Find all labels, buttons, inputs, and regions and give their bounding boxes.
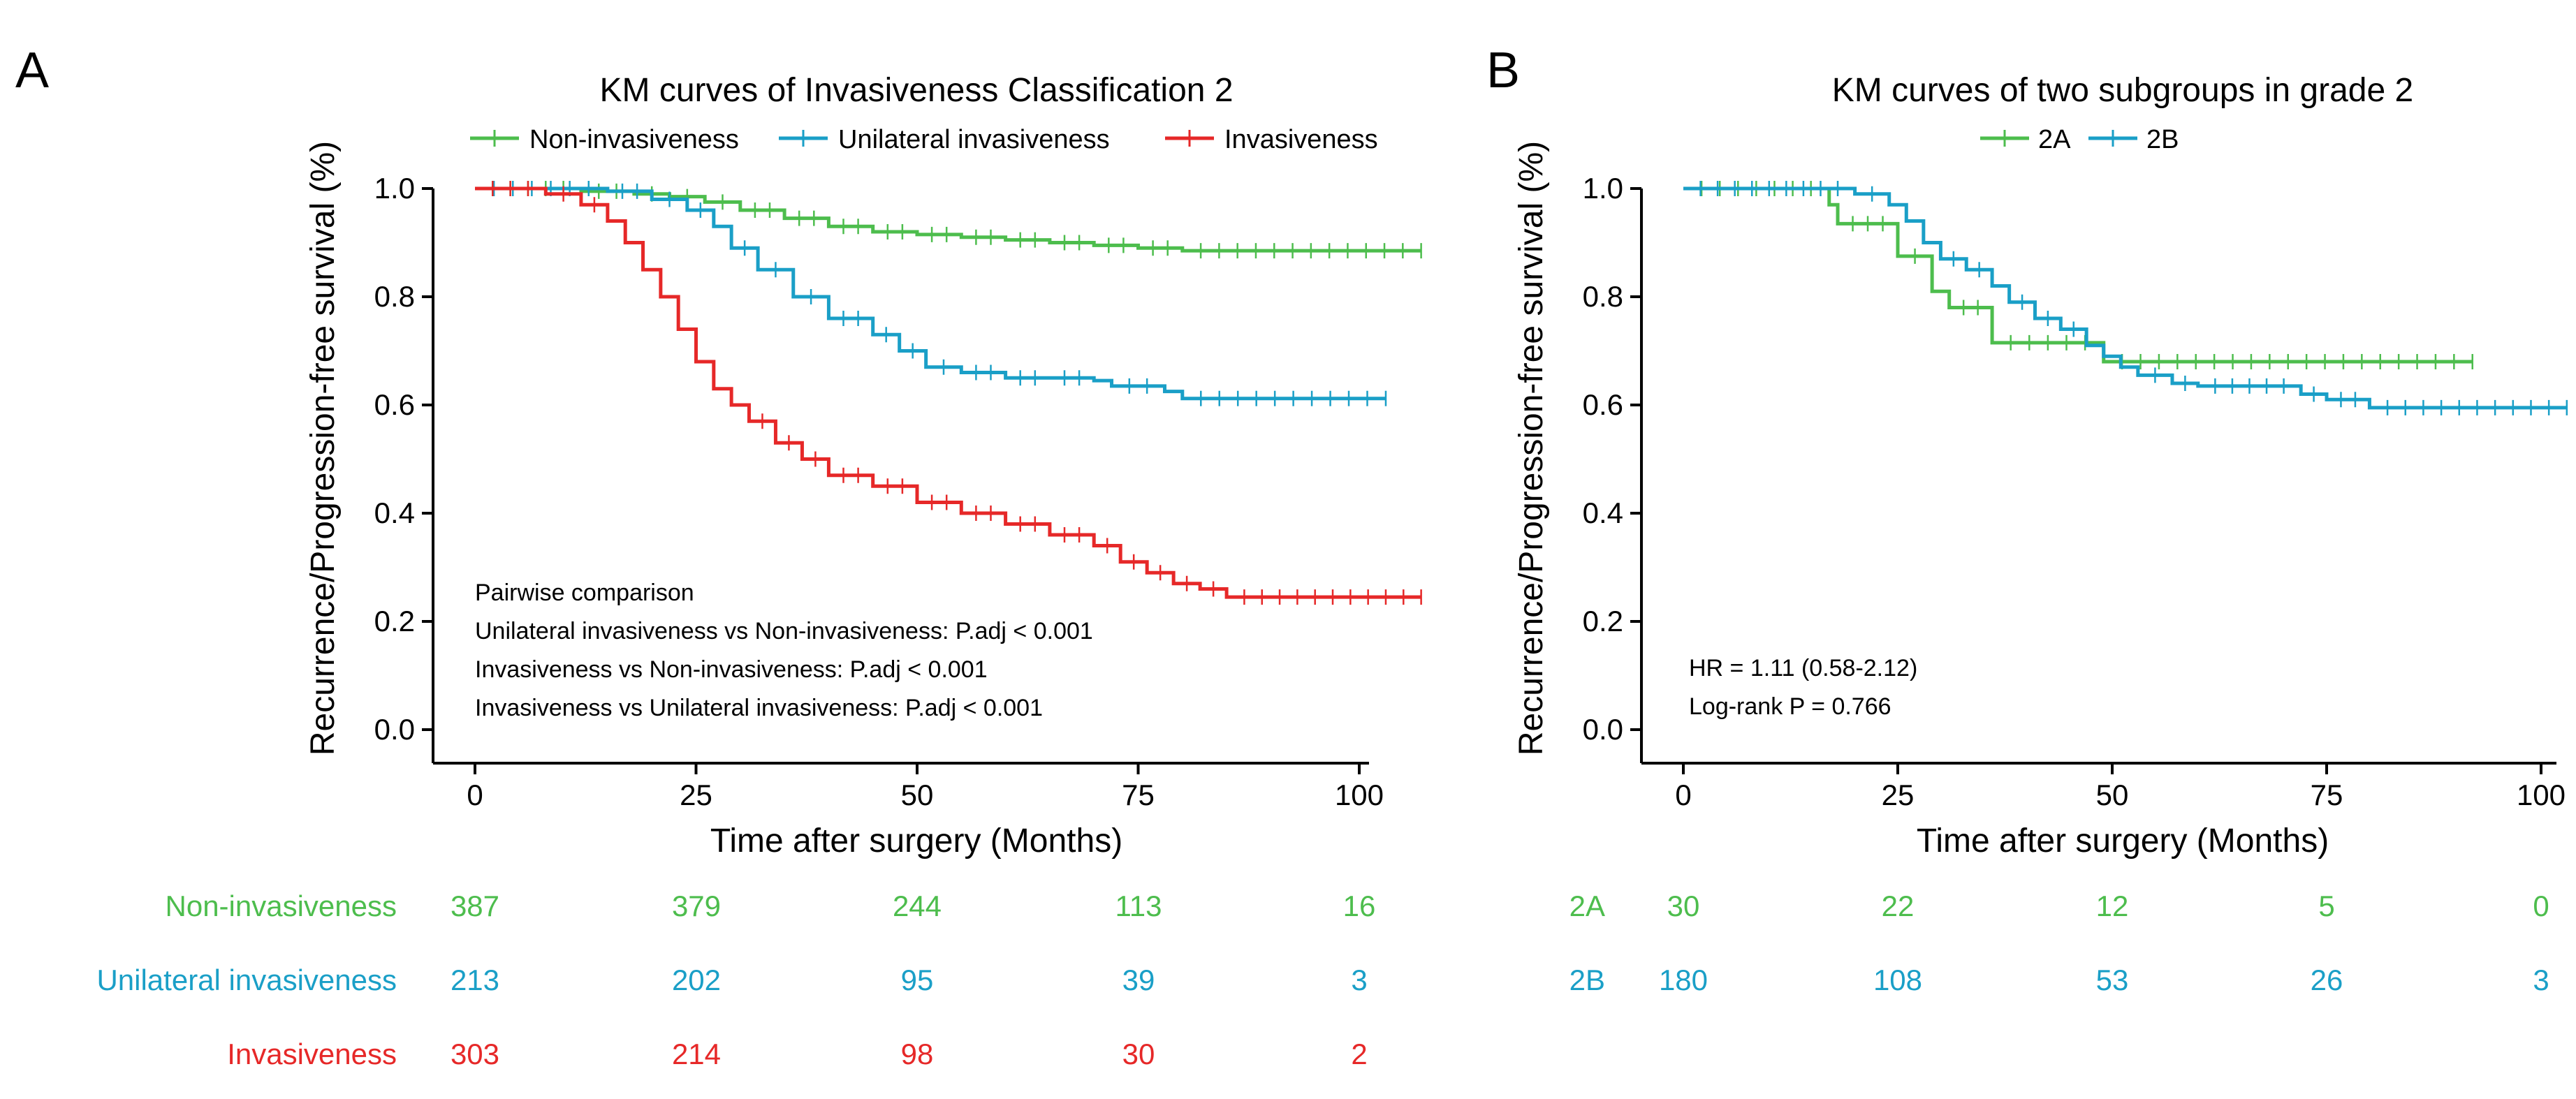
risk-table-a: Non-invasiveness 387 379 244 113 16 Unil… xyxy=(96,890,1375,1070)
x-tick-label: 75 xyxy=(1122,779,1155,811)
risk-count: 180 xyxy=(1659,964,1708,996)
risk-count: 12 xyxy=(2096,890,2129,922)
x-tick-label: 75 xyxy=(2311,779,2343,811)
panel-b-xlabel: Time after surgery (Months) xyxy=(1917,823,2329,860)
annotation-pairwise-title: Pairwise comparison xyxy=(475,580,694,606)
x-tick-label: 0 xyxy=(1675,779,1691,811)
risk-count: 303 xyxy=(451,1038,499,1070)
legend-label-unilateral-invasiveness: Unilateral invasiveness xyxy=(838,125,1110,154)
legend-label-2a: 2A xyxy=(2038,125,2071,154)
curves-b xyxy=(1683,181,2568,415)
axes-a: 0.0 0.2 0.4 0.6 0.8 1.0 0 25 50 75 100 xyxy=(374,172,1384,811)
legend-label-invasiveness: Invasiveness xyxy=(1224,125,1378,154)
x-tick-label: 0 xyxy=(467,779,483,811)
x-tick-label: 50 xyxy=(901,779,934,811)
legend-b: 2A 2B xyxy=(1980,125,2179,154)
y-tick-label: 0.4 xyxy=(374,496,415,529)
risk-count: 5 xyxy=(2318,890,2334,922)
risk-table-b: 2A 30 22 12 5 0 2B 180 108 53 26 3 xyxy=(1569,890,2549,996)
risk-label-2a: 2A xyxy=(1569,890,1605,922)
x-tick-label: 25 xyxy=(680,779,712,811)
y-tick-label: 0.6 xyxy=(374,388,415,421)
km-curve-unilateral-invasiveness xyxy=(475,186,1386,401)
risk-count: 39 xyxy=(1122,964,1155,996)
panel-b: B KM curves of two subgroups in grade 2 … xyxy=(1486,43,2568,996)
annotation-hr: HR = 1.11 (0.58-2.12) xyxy=(1689,655,1917,681)
risk-count: 113 xyxy=(1115,890,1162,922)
annotations-a: Pairwise comparison Unilateral invasiven… xyxy=(475,580,1093,721)
annotations-b: HR = 1.11 (0.58-2.12) Log-rank P = 0.766 xyxy=(1689,655,1917,720)
annotation-logrank: Log-rank P = 0.766 xyxy=(1689,693,1891,720)
risk-label-2b: 2B xyxy=(1569,964,1605,996)
risk-count: 3 xyxy=(2533,964,2549,996)
x-tick-label: 100 xyxy=(2517,779,2566,811)
y-tick-label: 1.0 xyxy=(1583,172,1623,205)
risk-count: 214 xyxy=(672,1038,721,1070)
annotation-pairwise-3: Invasiveness vs Unilateral invasiveness:… xyxy=(475,695,1043,721)
risk-count: 108 xyxy=(1873,964,1922,996)
risk-count: 22 xyxy=(1882,890,1915,922)
y-tick-label: 0.6 xyxy=(1583,388,1623,421)
curves-a xyxy=(475,181,1422,605)
risk-count: 26 xyxy=(2311,964,2343,996)
x-tick-label: 25 xyxy=(1882,779,1915,811)
annotation-pairwise-1: Unilateral invasiveness vs Non-invasiven… xyxy=(475,618,1093,644)
y-tick-label: 0.2 xyxy=(1583,605,1623,637)
risk-label-non-invasiveness: Non-invasiveness xyxy=(166,890,397,922)
y-tick-label: 0.8 xyxy=(374,280,415,313)
risk-count: 30 xyxy=(1122,1038,1155,1070)
axes-b: 0.0 0.2 0.4 0.6 0.8 1.0 0 25 50 75 100 xyxy=(1583,172,2566,811)
y-tick-label: 1.0 xyxy=(374,172,415,205)
risk-count: 3 xyxy=(1351,964,1367,996)
panel-b-ylabel: Recurrence/Progression-free survival (%) xyxy=(1513,141,1550,755)
risk-count: 2 xyxy=(1351,1038,1367,1070)
legend-label-non-invasiveness: Non-invasiveness xyxy=(529,125,739,154)
risk-count: 379 xyxy=(672,890,721,922)
y-tick-label: 0.0 xyxy=(374,713,415,746)
km-curve-2b xyxy=(1683,186,2567,410)
panel-a-label: A xyxy=(15,43,49,98)
risk-count: 213 xyxy=(451,964,499,996)
y-tick-label: 0.2 xyxy=(374,605,415,637)
risk-count: 95 xyxy=(901,964,934,996)
y-tick-label: 0.8 xyxy=(1583,280,1623,313)
panel-a-xlabel: Time after surgery (Months) xyxy=(710,823,1122,860)
y-tick-label: 0.4 xyxy=(1583,496,1623,529)
risk-count: 202 xyxy=(672,964,721,996)
risk-count: 16 xyxy=(1343,890,1376,922)
annotation-pairwise-2: Invasiveness vs Non-invasiveness: P.adj … xyxy=(475,656,988,683)
legend-a: Non-invasiveness Unilateral invasiveness… xyxy=(470,125,1378,154)
legend-label-2b: 2B xyxy=(2146,125,2179,154)
risk-label-unilateral-invasiveness: Unilateral invasiveness xyxy=(96,964,397,996)
risk-count: 244 xyxy=(893,890,942,922)
risk-count: 387 xyxy=(451,890,499,922)
y-tick-label: 0.0 xyxy=(1583,713,1623,746)
x-tick-label: 50 xyxy=(2096,779,2129,811)
risk-count: 53 xyxy=(2096,964,2129,996)
panel-a-title: KM curves of Invasiveness Classification… xyxy=(599,72,1233,109)
panel-b-title: KM curves of two subgroups in grade 2 xyxy=(1832,72,2413,109)
x-tick-label: 100 xyxy=(1335,779,1384,811)
risk-label-invasiveness: Invasiveness xyxy=(227,1038,397,1070)
risk-count: 0 xyxy=(2533,890,2549,922)
risk-count: 98 xyxy=(901,1038,934,1070)
risk-count: 30 xyxy=(1667,890,1700,922)
panel-a-ylabel: Recurrence/Progression-free survival (%) xyxy=(305,141,342,755)
panel-a: A KM curves of Invasiveness Classificati… xyxy=(15,43,1422,1070)
panel-b-label: B xyxy=(1486,43,1520,98)
km-curve-2a xyxy=(1683,186,2473,364)
